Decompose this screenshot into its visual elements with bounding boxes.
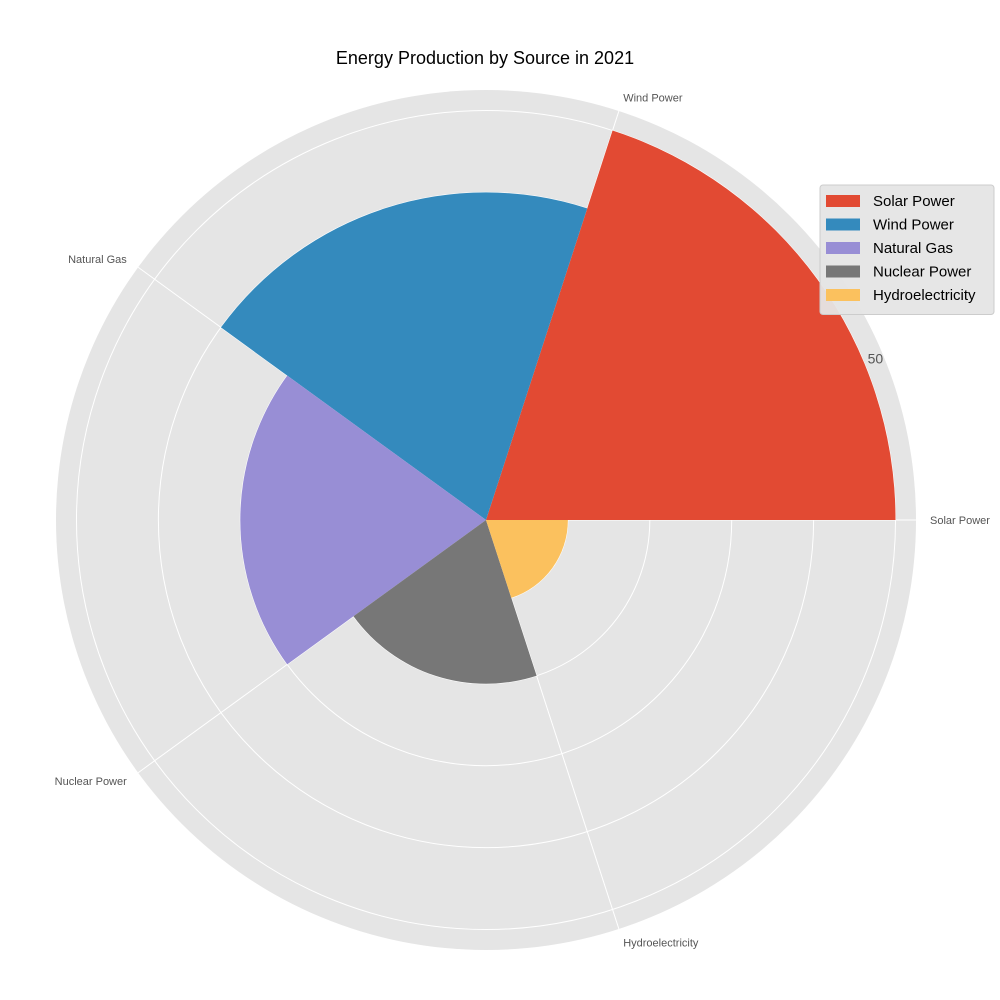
category-label-nuclear-power: Nuclear Power [55, 776, 127, 788]
legend-swatch-natural-gas [826, 242, 860, 254]
legend-swatch-wind-power [826, 218, 860, 231]
category-label-wind-power: Wind Power [623, 93, 683, 105]
bar-wind-power [220, 192, 588, 520]
legend-label-solar-power: Solar Power [873, 193, 955, 210]
polar-bars [220, 130, 896, 684]
bar-solar-power [486, 130, 896, 520]
legend-label-hydroelectricity: Hydroelectricity [873, 287, 976, 304]
bar-nuclear-power [353, 520, 537, 684]
radial-tick-labels: 50 [868, 351, 884, 367]
legend-swatch-nuclear-power [826, 265, 860, 278]
bar-natural-gas [240, 375, 486, 665]
r-tick-label-50: 50 [868, 351, 884, 367]
legend-box [819, 184, 995, 315]
legend: Solar Power Wind Power Natural Gas Nuclear … [819, 184, 995, 315]
chart-title: Energy Production by Source in 2021 [336, 48, 634, 68]
legend-label-wind-power: Wind Power [873, 217, 954, 234]
legend-label-nuclear-power: Nuclear Power [873, 264, 971, 281]
category-label-solar-power: Solar Power [930, 515, 990, 527]
category-labels: Solar Power Wind Power Natural Gas Nuclear … [55, 93, 991, 950]
bar-hydroelectricity [486, 520, 568, 598]
legend-swatch-solar-power [826, 195, 860, 207]
legend-label-natural-gas: Natural Gas [873, 240, 953, 257]
category-label-natural-gas: Natural Gas [68, 254, 127, 266]
legend-swatch-hydroelectricity [826, 289, 860, 301]
category-label-hydroelectricity: Hydroelectricity [623, 937, 699, 949]
